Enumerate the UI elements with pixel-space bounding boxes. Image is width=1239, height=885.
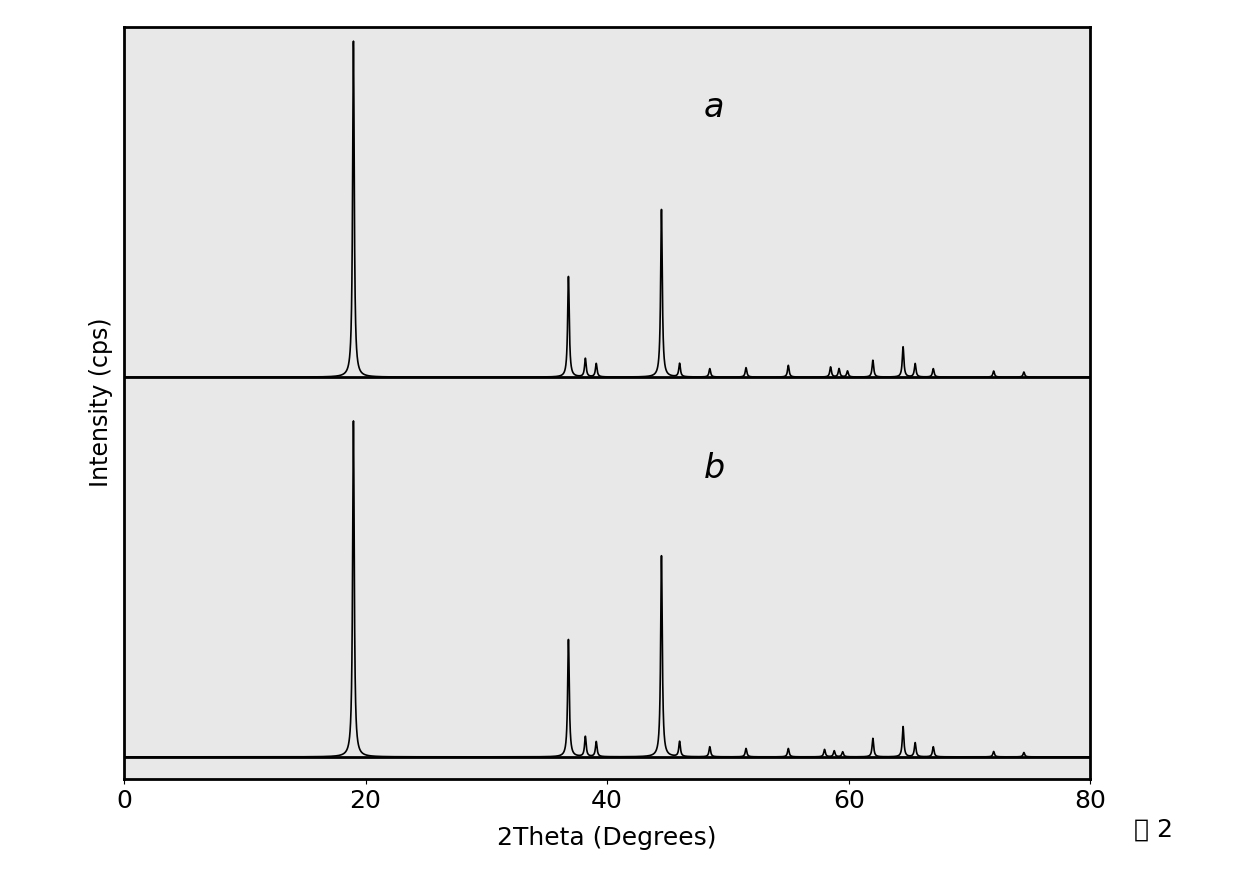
Text: b: b	[704, 452, 725, 485]
Text: a: a	[704, 91, 725, 124]
X-axis label: 2Theta (Degrees): 2Theta (Degrees)	[497, 827, 717, 850]
Y-axis label: Intensity (cps): Intensity (cps)	[89, 318, 113, 488]
Text: 图 2: 图 2	[1134, 818, 1172, 842]
